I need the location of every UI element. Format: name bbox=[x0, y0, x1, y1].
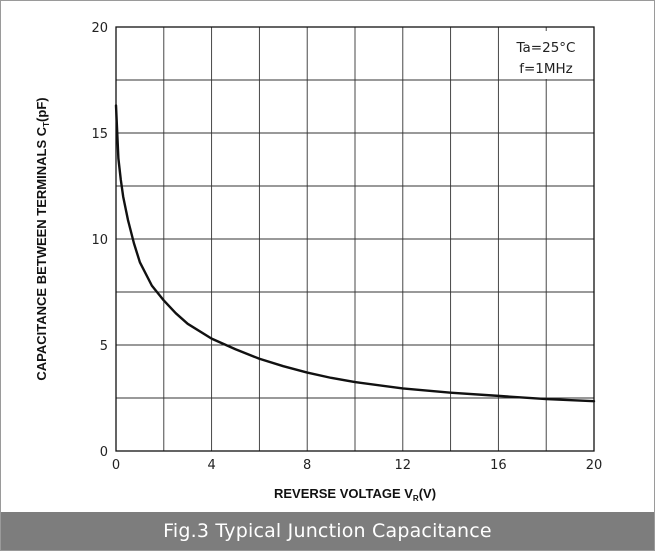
y-axis-label-sub: T bbox=[42, 122, 51, 127]
annotation-temperature: Ta=25°C bbox=[516, 40, 576, 56]
x-tick-label: 4 bbox=[207, 458, 215, 473]
x-tick-label: 16 bbox=[490, 458, 507, 473]
x-tick-label: 8 bbox=[303, 458, 311, 473]
y-axis-label: CAPACITANCE BETWEEN TERMINALS CT(pF) bbox=[34, 97, 51, 380]
y-axis-label-main: CAPACITANCE BETWEEN TERMINALS C bbox=[34, 126, 49, 380]
x-tick-label: 0 bbox=[112, 458, 120, 473]
y-tick-label: 20 bbox=[91, 21, 108, 36]
figure-caption: Fig.3 Typical Junction Capacitance bbox=[1, 512, 654, 550]
curve-layer bbox=[114, 104, 596, 403]
y-tick-label: 5 bbox=[100, 339, 108, 354]
y-axis-label-unit: (pF) bbox=[34, 97, 49, 122]
tick-labels: 0 4 8 12 16 20 0 5 10 15 20 bbox=[91, 21, 602, 473]
annotation-box bbox=[500, 31, 592, 79]
capacitance-chart: 0 4 8 12 16 20 0 5 10 15 20 Ta=25°C f=1MHz REVERSE… bbox=[34, 21, 602, 503]
y-tick-label: 15 bbox=[91, 127, 108, 142]
grid bbox=[115, 26, 595, 452]
plot-border bbox=[115, 26, 595, 452]
y-tick-label: 10 bbox=[91, 233, 108, 248]
x-tick-label: 20 bbox=[586, 458, 603, 473]
annotation-frequency: f=1MHz bbox=[519, 61, 573, 77]
capacitance-curve bbox=[114, 104, 596, 403]
x-axis-label-unit: (V) bbox=[419, 486, 436, 501]
x-axis-label: REVERSE VOLTAGE VR(V) bbox=[274, 486, 436, 503]
x-tick-label: 12 bbox=[395, 458, 412, 473]
x-axis-label-main: REVERSE VOLTAGE V bbox=[274, 486, 413, 501]
y-tick-label: 0 bbox=[100, 445, 108, 460]
x-axis-label-sub: R bbox=[413, 494, 419, 503]
